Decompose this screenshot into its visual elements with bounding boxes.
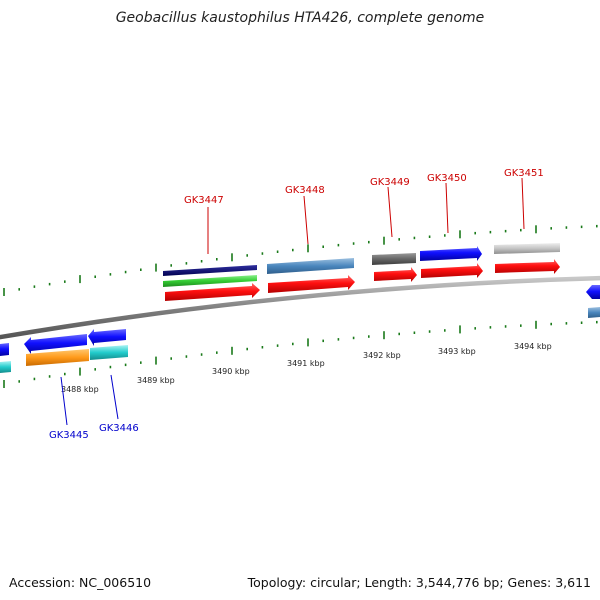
gene-arrow[interactable] xyxy=(24,334,87,354)
kbp-label: 3492 kbp xyxy=(363,351,401,360)
leader-line xyxy=(60,376,68,426)
leader-line xyxy=(303,195,309,245)
leader-line xyxy=(445,182,449,234)
feature-bar[interactable] xyxy=(588,307,600,318)
kbp-label: 3488 kbp xyxy=(61,385,99,394)
map-title: Geobacillus kaustophilus HTA426, complet… xyxy=(115,10,485,26)
leader-line xyxy=(387,186,393,238)
gene-label-gk3446[interactable]: GK3446 xyxy=(99,423,139,434)
gene-leader-lines xyxy=(60,177,525,426)
gene-arrow[interactable] xyxy=(88,329,126,346)
gene-arrow[interactable] xyxy=(268,275,355,293)
gene-arrow[interactable] xyxy=(420,246,482,261)
kbp-label: 3490 kbp xyxy=(212,367,250,376)
feature-bar[interactable] xyxy=(372,253,416,265)
kbp-label: 3494 kbp xyxy=(514,342,552,351)
leader-line xyxy=(110,374,119,420)
gene-label-gk3451[interactable]: GK3451 xyxy=(504,168,544,179)
gene-label-gk3447[interactable]: GK3447 xyxy=(184,195,224,206)
gene-label-gk3445[interactable]: GK3445 xyxy=(49,430,89,441)
gene-arrow[interactable] xyxy=(165,283,260,301)
gene-arrow[interactable] xyxy=(0,343,9,356)
kbp-label: 3491 kbp xyxy=(287,359,325,368)
gene-arrow[interactable] xyxy=(586,285,600,299)
feature-bar[interactable] xyxy=(267,258,354,274)
accession-label: Accession: NC_006510 xyxy=(9,575,152,590)
gene-label-gk3448[interactable]: GK3448 xyxy=(285,185,325,196)
kbp-label: 3493 kbp xyxy=(438,347,476,356)
gene-arrow[interactable] xyxy=(495,259,560,274)
reverse-strand-features xyxy=(0,329,128,373)
gene-label-gk3450[interactable]: GK3450 xyxy=(427,173,467,184)
forward-strand-features xyxy=(163,243,600,318)
feature-bar[interactable] xyxy=(0,361,11,373)
kbp-scale-labels: 3488 kbp 3489 kbp 3490 kbp 3491 kbp 3492… xyxy=(61,342,552,394)
feature-bar[interactable] xyxy=(26,349,89,366)
feature-bar[interactable] xyxy=(163,275,257,287)
reverse-scale-ticks xyxy=(3,320,598,388)
forward-scale-ticks xyxy=(3,224,598,296)
feature-bar[interactable] xyxy=(163,265,257,276)
gene-label-gk3449[interactable]: GK3449 xyxy=(370,177,410,188)
genome-summary: Topology: circular; Length: 3,544,776 bp… xyxy=(247,575,591,590)
genome-backbone xyxy=(0,275,600,340)
kbp-label: 3489 kbp xyxy=(137,376,175,385)
feature-bar[interactable] xyxy=(494,243,560,254)
feature-bar[interactable] xyxy=(90,345,128,360)
leader-line xyxy=(521,177,525,230)
gene-arrow[interactable] xyxy=(421,263,483,278)
gene-labels: GK3447 GK3448 GK3449 GK3450 GK3451 GK344… xyxy=(49,168,544,441)
gene-arrow[interactable] xyxy=(374,267,417,282)
